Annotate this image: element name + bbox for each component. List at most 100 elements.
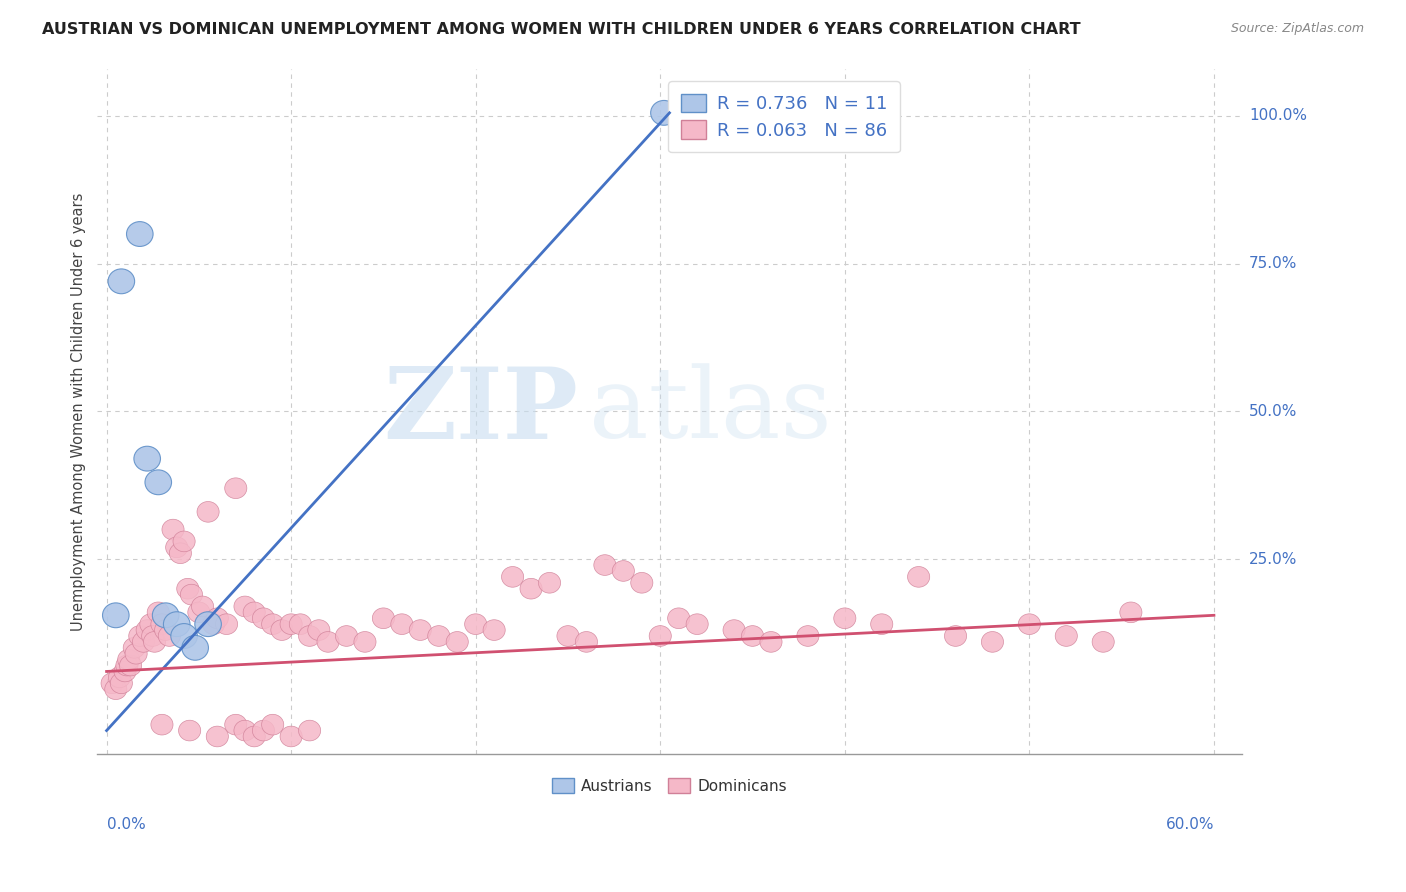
- Ellipse shape: [139, 614, 162, 634]
- Ellipse shape: [557, 625, 579, 647]
- Ellipse shape: [177, 578, 198, 599]
- Text: 25.0%: 25.0%: [1249, 551, 1298, 566]
- Ellipse shape: [152, 603, 179, 628]
- Ellipse shape: [159, 625, 180, 647]
- Ellipse shape: [280, 726, 302, 747]
- Ellipse shape: [290, 614, 312, 634]
- Ellipse shape: [188, 602, 209, 623]
- Ellipse shape: [651, 101, 678, 125]
- Text: 50.0%: 50.0%: [1249, 404, 1298, 419]
- Ellipse shape: [391, 614, 413, 634]
- Ellipse shape: [134, 446, 160, 471]
- Ellipse shape: [686, 614, 709, 634]
- Ellipse shape: [373, 608, 395, 629]
- Text: 60.0%: 60.0%: [1166, 817, 1213, 832]
- Ellipse shape: [741, 625, 763, 647]
- Ellipse shape: [464, 614, 486, 634]
- Ellipse shape: [120, 656, 142, 676]
- Ellipse shape: [110, 673, 132, 694]
- Ellipse shape: [136, 620, 159, 640]
- Ellipse shape: [253, 608, 274, 629]
- Text: 75.0%: 75.0%: [1249, 256, 1298, 271]
- Ellipse shape: [650, 625, 671, 647]
- Ellipse shape: [103, 603, 129, 628]
- Ellipse shape: [115, 656, 138, 676]
- Ellipse shape: [129, 625, 150, 647]
- Ellipse shape: [104, 679, 127, 699]
- Ellipse shape: [169, 543, 191, 564]
- Ellipse shape: [207, 608, 228, 629]
- Ellipse shape: [191, 596, 214, 616]
- Ellipse shape: [197, 501, 219, 522]
- Ellipse shape: [148, 602, 169, 623]
- Ellipse shape: [668, 608, 690, 629]
- Ellipse shape: [114, 661, 136, 681]
- Ellipse shape: [262, 714, 284, 735]
- Ellipse shape: [181, 635, 208, 660]
- Ellipse shape: [354, 632, 375, 652]
- Ellipse shape: [143, 632, 166, 652]
- Ellipse shape: [575, 632, 598, 652]
- Legend: Austrians, Dominicans: Austrians, Dominicans: [544, 770, 794, 801]
- Ellipse shape: [207, 726, 228, 747]
- Ellipse shape: [145, 470, 172, 495]
- Ellipse shape: [225, 478, 247, 499]
- Ellipse shape: [759, 632, 782, 652]
- Ellipse shape: [870, 614, 893, 634]
- Ellipse shape: [723, 620, 745, 640]
- Ellipse shape: [1018, 614, 1040, 634]
- Ellipse shape: [253, 720, 274, 741]
- Ellipse shape: [271, 620, 292, 640]
- Ellipse shape: [316, 632, 339, 652]
- Ellipse shape: [538, 573, 561, 593]
- Ellipse shape: [981, 632, 1004, 652]
- Ellipse shape: [118, 649, 139, 670]
- Ellipse shape: [945, 625, 966, 647]
- Ellipse shape: [233, 596, 256, 616]
- Ellipse shape: [125, 643, 148, 664]
- Ellipse shape: [280, 614, 302, 634]
- Ellipse shape: [298, 625, 321, 647]
- Ellipse shape: [180, 584, 202, 605]
- Ellipse shape: [593, 555, 616, 575]
- Ellipse shape: [225, 714, 247, 735]
- Ellipse shape: [484, 620, 505, 640]
- Text: AUSTRIAN VS DOMINICAN UNEMPLOYMENT AMONG WOMEN WITH CHILDREN UNDER 6 YEARS CORRE: AUSTRIAN VS DOMINICAN UNEMPLOYMENT AMONG…: [42, 22, 1081, 37]
- Ellipse shape: [1119, 602, 1142, 623]
- Y-axis label: Unemployment Among Women with Children Under 6 years: Unemployment Among Women with Children U…: [72, 192, 86, 631]
- Ellipse shape: [520, 578, 543, 599]
- Ellipse shape: [243, 726, 266, 747]
- Text: 100.0%: 100.0%: [1249, 108, 1308, 123]
- Ellipse shape: [834, 608, 856, 629]
- Ellipse shape: [155, 620, 177, 640]
- Ellipse shape: [1092, 632, 1115, 652]
- Ellipse shape: [166, 537, 188, 558]
- Ellipse shape: [173, 531, 195, 552]
- Ellipse shape: [298, 720, 321, 741]
- Ellipse shape: [427, 625, 450, 647]
- Text: atlas: atlas: [589, 363, 832, 459]
- Ellipse shape: [162, 519, 184, 540]
- Ellipse shape: [243, 602, 266, 623]
- Text: 0.0%: 0.0%: [107, 817, 145, 832]
- Ellipse shape: [142, 625, 163, 647]
- Ellipse shape: [907, 566, 929, 587]
- Ellipse shape: [446, 632, 468, 652]
- Ellipse shape: [233, 720, 256, 741]
- Ellipse shape: [336, 625, 357, 647]
- Text: Source: ZipAtlas.com: Source: ZipAtlas.com: [1230, 22, 1364, 36]
- Ellipse shape: [612, 560, 634, 582]
- Ellipse shape: [797, 625, 818, 647]
- Ellipse shape: [631, 573, 652, 593]
- Ellipse shape: [409, 620, 432, 640]
- Ellipse shape: [124, 638, 145, 658]
- Ellipse shape: [127, 221, 153, 246]
- Ellipse shape: [262, 614, 284, 634]
- Ellipse shape: [170, 624, 197, 648]
- Ellipse shape: [202, 614, 225, 634]
- Ellipse shape: [1056, 625, 1077, 647]
- Ellipse shape: [150, 714, 173, 735]
- Ellipse shape: [108, 268, 135, 293]
- Ellipse shape: [215, 614, 238, 634]
- Ellipse shape: [502, 566, 523, 587]
